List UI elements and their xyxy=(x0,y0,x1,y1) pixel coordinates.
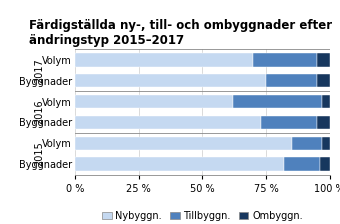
Bar xyxy=(75,137,292,150)
Text: Färdigställda ny-, till- och ombyggnader efter
ändringstyp 2015–2017: Färdigställda ny-, till- och ombyggnader… xyxy=(29,19,332,47)
Bar xyxy=(292,137,322,150)
Bar xyxy=(317,74,330,87)
Legend: Nybyggn., Tillbyggn., Ombyggn.: Nybyggn., Tillbyggn., Ombyggn. xyxy=(100,209,305,222)
Bar xyxy=(75,116,261,129)
Bar xyxy=(253,53,317,67)
Text: 2015: 2015 xyxy=(34,141,44,166)
Bar xyxy=(75,53,253,67)
Bar xyxy=(75,74,266,87)
Bar xyxy=(322,95,330,108)
Bar xyxy=(75,157,284,171)
Text: 2017: 2017 xyxy=(34,58,44,83)
Bar xyxy=(75,95,233,108)
Bar xyxy=(266,74,317,87)
Bar xyxy=(317,116,330,129)
Bar xyxy=(322,137,330,150)
Bar xyxy=(284,157,320,171)
Bar xyxy=(261,116,317,129)
Bar xyxy=(317,53,330,67)
Text: 2016: 2016 xyxy=(34,100,44,124)
Bar xyxy=(233,95,322,108)
Bar xyxy=(320,157,330,171)
